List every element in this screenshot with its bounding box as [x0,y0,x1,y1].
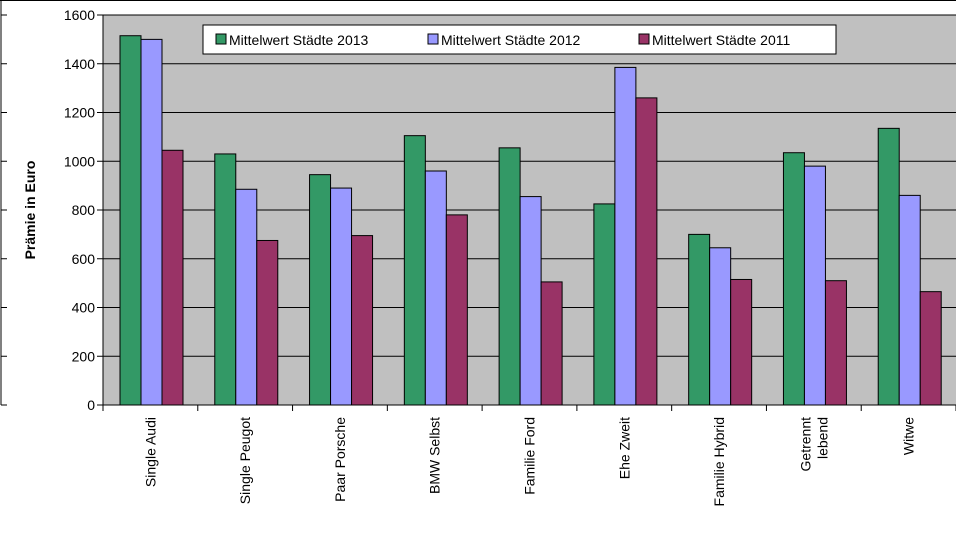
bar-2-1 [140,38,163,406]
bar-2-8 [803,165,826,406]
y-tick-label: 1200 [64,105,95,121]
bar-1-7 [688,233,711,406]
legend-swatch [427,33,439,45]
y-tick-label: 400 [72,300,96,316]
bar-1-4 [403,135,426,406]
x-ticks: Single Audi Single Peugot Paar Porsche BMW … [102,405,956,506]
x-tick-label: Familie Ford [522,417,538,495]
bar-3-4 [445,214,468,406]
x-tick-label: Getrennt [797,417,813,472]
legend-label: Mittelwert Städte 2011 [652,32,790,48]
legend-box [202,24,837,55]
y-tick-label: 600 [72,251,96,267]
legend-label: Mittelwert Städte 2013 [229,32,369,48]
bar-2-7 [709,247,732,406]
legend-swatch [638,33,650,45]
x-tick-label: Witwe [901,417,917,455]
bar-3-9 [919,291,942,406]
bar-1-5 [498,147,521,406]
bar-2-3 [330,187,353,406]
bar-3-1 [161,149,184,406]
bar-1-2 [214,153,237,406]
x-tick-label: BMW Selbst [427,417,443,494]
x-tick-label: Single Peugot [237,417,253,504]
bar-3-2 [256,239,279,406]
bar-2-9 [898,194,921,406]
bar-3-7 [730,278,753,406]
y-axis-label: Prämie in Euro [22,161,38,260]
bar-2-2 [235,188,258,406]
y-tick-label: 0 [87,397,95,413]
bar-3-8 [824,280,847,406]
x-tick-label: lebend [814,417,830,459]
legend-label: Mittelwert Städte 2012 [441,32,581,48]
x-tick-label: Ehe Zweit [616,417,632,479]
bar-1-6 [593,203,616,406]
legend: Mittelwert Städte 2013 Mittelwert Städte … [202,24,837,55]
bar-3-5 [540,281,563,406]
y-tick-label: 200 [72,348,96,364]
y-ticks: 0 200 400 600 800 1000 1200 1400 1600 [1,7,103,413]
bar-2-5 [519,196,542,406]
bars [119,35,942,406]
y-tick-label: 1400 [64,56,95,72]
bar-3-3 [351,235,374,406]
bar-1-3 [309,174,332,406]
x-tick-label: Single Audi [142,417,158,487]
y-tick-label: 800 [72,202,96,218]
bar-3-6 [635,97,658,406]
y-tick-label: 1600 [64,7,95,23]
bar-1-9 [877,127,900,406]
x-tick-label: Paar Porsche [332,417,348,502]
bar-1-8 [782,152,805,406]
legend-swatch [215,33,227,45]
bar-2-6 [614,66,637,406]
y-tick-label: 1000 [64,153,95,169]
bar-2-4 [424,170,447,406]
bar-1-1 [119,35,142,406]
x-tick-label: Familie Hybrid [711,417,727,506]
